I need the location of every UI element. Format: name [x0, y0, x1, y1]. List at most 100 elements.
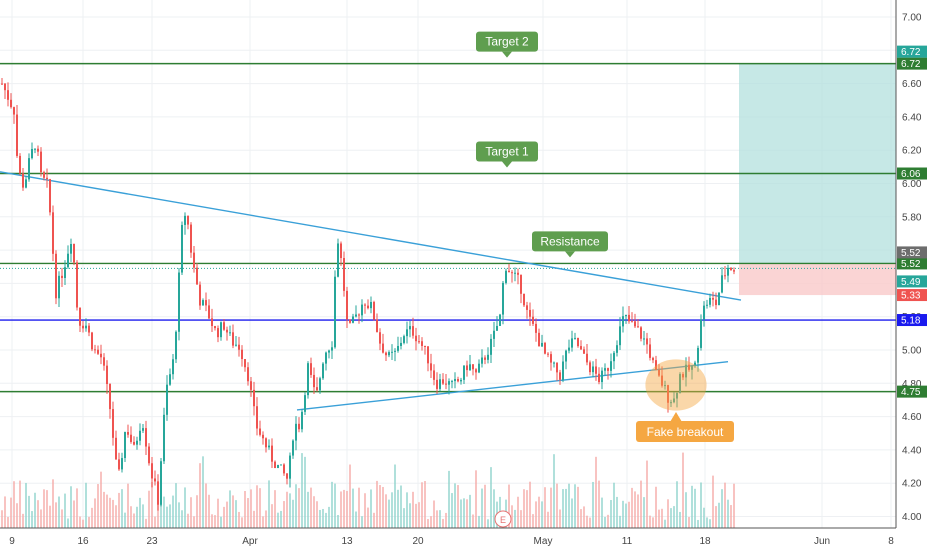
- candle-body: [139, 430, 141, 441]
- volume-bar: [520, 510, 522, 528]
- volume-bar: [472, 514, 474, 528]
- candle-body: [355, 314, 357, 317]
- annotation-target-1[interactable]: Target 1: [476, 141, 538, 168]
- y-tick-label: 5.80: [902, 212, 922, 223]
- annotation-resistance[interactable]: Resistance: [532, 231, 608, 258]
- candle-body: [691, 366, 693, 370]
- volume-bar: [127, 483, 129, 528]
- volume-bar: [574, 484, 576, 528]
- candle-body: [379, 332, 381, 344]
- fake-breakout-callout[interactable]: Fake breakout: [636, 359, 734, 442]
- volume-bar: [562, 489, 564, 528]
- candle-body: [202, 300, 204, 306]
- volume-bar: [220, 516, 222, 528]
- volume-bar: [73, 500, 75, 528]
- horizontal-levels[interactable]: [0, 62, 896, 393]
- volume-bar: [256, 485, 258, 528]
- candle-body: [478, 363, 480, 373]
- volume-bar: [82, 519, 84, 528]
- candle-body: [703, 305, 705, 320]
- volume-bar: [388, 499, 390, 528]
- candle-body: [697, 347, 699, 363]
- volume-bar: [586, 515, 588, 528]
- candle-body: [127, 432, 129, 435]
- volume-bar: [646, 460, 648, 528]
- candle-body: [238, 344, 240, 350]
- candle-body: [322, 363, 324, 379]
- volume-bar: [361, 516, 363, 528]
- candle-body: [343, 258, 345, 291]
- volume-bar: [112, 499, 114, 528]
- volume-bar: [259, 488, 261, 528]
- earnings-marker[interactable]: E: [494, 510, 512, 528]
- volume-bar: [307, 491, 309, 528]
- candle-body: [25, 179, 27, 188]
- annotation-target-2[interactable]: Target 2: [476, 31, 538, 58]
- volume-bar: [139, 497, 141, 528]
- candle-body: [733, 270, 735, 272]
- volume-bar: [229, 490, 231, 528]
- level-price-tag: 5.52: [901, 259, 921, 270]
- volume-bar: [244, 491, 246, 528]
- candle-body: [682, 374, 684, 378]
- candle-body: [70, 243, 72, 254]
- candle-body: [118, 459, 120, 470]
- candle-body: [283, 464, 285, 474]
- time-axis[interactable]: 9 16 23 Apr 13 20 May 11 18 Jun 8 E: [0, 510, 896, 547]
- target-price-tag-bg: [897, 45, 927, 58]
- volume-bar: [100, 471, 102, 528]
- volume-bar: [703, 507, 705, 528]
- volume-bar: [79, 516, 81, 528]
- candle-body: [274, 461, 276, 469]
- price-axis[interactable]: 7.006.806.606.406.206.005.805.605.405.20…: [895, 0, 927, 528]
- candle-body: [406, 329, 408, 337]
- candle-body: [220, 322, 222, 338]
- price-tag: 5.49: [901, 277, 921, 288]
- volume-bar: [310, 487, 312, 528]
- volume-bar: [340, 491, 342, 528]
- volume-bar: [34, 492, 36, 528]
- volume-bar: [382, 486, 384, 528]
- volume-bar: [202, 456, 204, 528]
- candle-body: [502, 282, 504, 315]
- candle-body: [292, 440, 294, 456]
- volume-bar: [538, 496, 540, 528]
- y-tick-label: 6.40: [902, 112, 922, 123]
- volume-bar: [715, 506, 717, 528]
- volume-bar: [679, 511, 681, 528]
- volume-bar: [493, 489, 495, 528]
- volume-bar: [274, 490, 276, 528]
- candle-body: [7, 90, 9, 100]
- candle-body: [133, 441, 135, 445]
- candle-body: [580, 346, 582, 350]
- volume-bar: [718, 502, 720, 528]
- volume-bar: [610, 500, 612, 528]
- candle-body: [610, 361, 612, 371]
- candle-body: [634, 321, 636, 327]
- candle-body: [253, 389, 255, 407]
- candle-body: [421, 341, 423, 346]
- candle-body: [412, 326, 414, 336]
- candle-body: [367, 305, 369, 309]
- candle-body: [262, 434, 264, 439]
- x-tick-label: 18: [699, 536, 711, 547]
- trend-lines[interactable]: [0, 171, 742, 411]
- descending-trendline[interactable]: [0, 171, 742, 301]
- candle-body: [631, 321, 633, 323]
- volume-bar: [358, 487, 360, 528]
- volume-bar: [568, 483, 570, 528]
- volume-bar: [31, 511, 33, 528]
- candle-body: [559, 372, 561, 380]
- candle-body: [115, 437, 117, 460]
- volume-bar: [19, 480, 21, 528]
- volume-bar: [298, 488, 300, 528]
- volume-bar: [460, 499, 462, 528]
- candle-body: [304, 395, 306, 412]
- candle-body: [442, 379, 444, 384]
- candle-body: [361, 304, 363, 316]
- price-tag-bg: [897, 289, 927, 302]
- candle-body: [229, 332, 231, 334]
- annotations[interactable]: Target 2 Target 1 Resistance Fake breakout: [476, 31, 734, 442]
